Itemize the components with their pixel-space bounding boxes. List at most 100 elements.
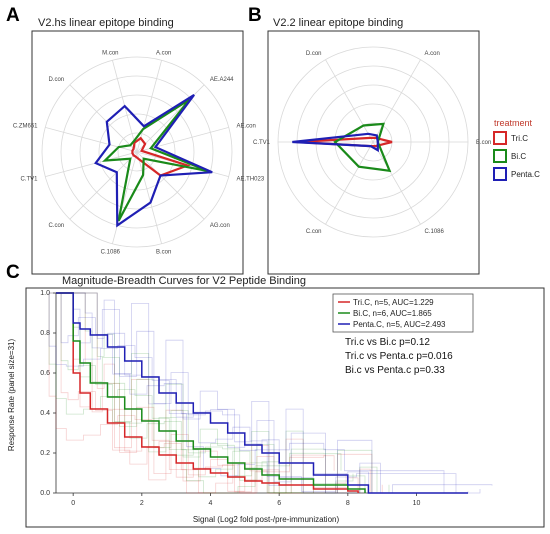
radar-b-spoke-5 <box>325 59 374 143</box>
y-tick-label-5: 1.0 <box>40 290 50 297</box>
radar-a-axis-label-10: D.con <box>48 77 64 83</box>
p-value-bi-penta: Bi.c vs Penta.c p=0.33 <box>345 365 445 376</box>
radar-b-spoke-2 <box>372 141 421 225</box>
radar-a-axis-label-2: AE.con <box>236 123 255 129</box>
panel-label-a: A <box>6 5 20 26</box>
legend-title: treatment <box>494 118 533 128</box>
radar-a-spoke-4 <box>136 151 205 220</box>
faint-curve-bi-c-4 <box>56 292 390 494</box>
y-tick-label-1: 0.2 <box>40 450 50 457</box>
radar-b-spoke-0 <box>372 59 421 143</box>
curve-bi-c <box>56 292 366 493</box>
y-tick-label-0: 0.0 <box>40 490 50 497</box>
radar-a-series-tri-c <box>131 136 191 177</box>
curve-tri-c <box>56 292 359 493</box>
chart-c-title: Magnitude-Breadth Curves for V2 Peptide … <box>62 275 306 287</box>
legend-entry-penta: Penta.C, n=5, AUC=2.493 <box>353 320 446 329</box>
radar-a-spoke-0 <box>136 60 162 153</box>
x-tick-label-1: 2 <box>140 500 144 507</box>
radar-b-series-bi-c <box>333 122 392 173</box>
radar-b-axis-label-2: C.1086 <box>425 229 445 235</box>
y-tick-label-3: 0.6 <box>40 370 50 377</box>
legend-entry-bi: Bi.C, n=6, AUC=1.865 <box>353 309 432 318</box>
radar-a-grid-ring-3 <box>60 75 214 229</box>
p-value-tri-bi: Tri.c vs Bi.c p=0.12 <box>345 337 430 348</box>
x-tick-label-2: 4 <box>209 500 213 507</box>
chart-c-legend: Tri.C, n=5, AUC=1.229 Bi.C, n=6, AUC=1.8… <box>332 293 474 333</box>
radar-b-frame <box>267 30 480 275</box>
radar-a-grid-ring-1 <box>98 113 176 191</box>
magnitude-breadth-chart: Magnitude-Breadth Curves for V2 Peptide … <box>7 275 545 528</box>
faint-curve-bi-c-3 <box>56 292 378 494</box>
legend-swatch-bi <box>493 149 507 163</box>
panel-label-b: B <box>248 5 262 26</box>
radar-a-axis-label-11: M.con <box>102 51 118 57</box>
faint-curve-tri-c-4 <box>56 292 383 494</box>
radar-b-axis-label-5: D.con <box>306 51 322 57</box>
legend-label-penta: Penta.C <box>511 170 540 179</box>
radar-b-axis-label-3: C.con <box>306 229 322 235</box>
radar-a-spoke-5 <box>136 151 162 244</box>
x-axis-label: Signal (Log2 fold post-/pre-immunization… <box>193 515 340 524</box>
faint-curve-penta-c-0 <box>48 292 445 493</box>
radar-a-spoke-8 <box>45 151 138 177</box>
faint-curve-bi-c-1 <box>56 292 354 494</box>
radar-a-spoke-9 <box>45 127 138 153</box>
faint-curve-tri-c-1 <box>56 292 347 494</box>
y-tick-label-4: 0.8 <box>40 330 50 337</box>
radar-a-axis-label-1: AE.A244 <box>210 77 234 83</box>
p-value-tri-penta: Tri.c vs Penta.c p=0.016 <box>345 351 453 362</box>
treatment-legend: treatment Tri.C Bi.C Penta.C <box>493 118 540 181</box>
radar-a-spoke-7 <box>69 151 138 220</box>
chart-c-legend-box <box>332 293 474 333</box>
x-tick-label-0: 0 <box>71 500 75 507</box>
radar-b-series-penta-c <box>292 132 379 153</box>
y-axis-label: Response Rate (panel size=31) <box>7 339 16 452</box>
legend-label-tri: Tri.C <box>511 134 528 143</box>
step-plot-area: 0 2 4 6 8 10 0.0 0.2 0.4 0.6 0.8 1.0 <box>40 290 493 507</box>
radar-b-axis-label-0: A.con <box>425 51 440 57</box>
radar-a-title: V2.hs linear epitope binding <box>38 17 174 29</box>
radar-a-axis-label-8: C.TV1 <box>20 177 38 183</box>
radar-a-series-bi-c <box>101 98 210 222</box>
legend-entry-tri: Tri.C, n=5, AUC=1.229 <box>353 298 434 307</box>
curve-penta-c <box>56 292 468 494</box>
radar-b-plot: A.con B.con C.1086 C.con C.TV1 D.con <box>253 46 491 238</box>
radar-b-spoke-3 <box>325 141 374 225</box>
legend-swatch-penta <box>493 167 507 181</box>
radar-a-spoke-10 <box>69 84 138 153</box>
radar-a-grid-ring-0 <box>117 132 157 172</box>
legend-swatch-tri <box>493 131 507 145</box>
radar-a-frame <box>31 30 244 275</box>
radar-b-axis-label-1: B.con <box>476 140 491 146</box>
radar-a-plot: A.con AE.A244 AE.con AE.TH023 AG.con B.con C.1… <box>13 51 265 256</box>
radar-a-grid-ring-2 <box>79 94 195 210</box>
radar-chart-b: V2.2 linear epitope binding A.con B.con C.… <box>253 17 491 275</box>
radar-chart-a: V2.hs linear epitope binding A.con AE.A24… <box>13 17 265 275</box>
radar-a-axis-label-5: B.con <box>156 249 171 255</box>
radar-a-axis-label-0: A.con <box>156 51 171 57</box>
chart-c-frame <box>25 287 545 528</box>
faint-curve-penta-c-3 <box>56 292 481 494</box>
x-tick-label-3: 6 <box>277 500 281 507</box>
radar-a-axis-label-6: C.1086 <box>101 249 121 255</box>
radar-a-axis-label-7: C.con <box>48 223 64 229</box>
x-tick-label-5: 10 <box>413 500 421 507</box>
panel-label-c: C <box>6 262 20 283</box>
radar-a-series-penta-c <box>93 93 213 228</box>
legend-label-bi: Bi.C <box>511 152 526 161</box>
faint-curve-penta-c-1 <box>56 292 457 493</box>
radar-b-title: V2.2 linear epitope binding <box>273 17 403 29</box>
radar-a-axis-label-9: C.ZM651 <box>13 123 38 129</box>
faint-curve-bi-c-0 <box>48 292 342 494</box>
radar-b-axis-label-4: C.TV1 <box>253 140 271 146</box>
y-tick-label-2: 0.4 <box>40 410 50 417</box>
faint-curve-tri-c-3 <box>56 292 371 494</box>
faint-curve-tri-c-0 <box>48 292 335 494</box>
radar-a-spoke-6 <box>112 151 138 244</box>
radar-a-grid-ring-4 <box>41 56 233 248</box>
radar-a-axis-label-3: AE.TH023 <box>236 177 264 183</box>
radar-a-axis-label-4: AG.con <box>210 223 230 229</box>
x-tick-label-4: 8 <box>346 500 350 507</box>
